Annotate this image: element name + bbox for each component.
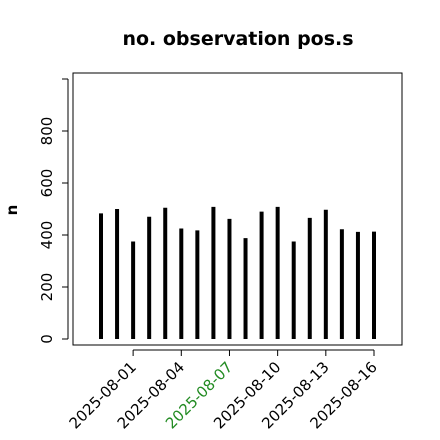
y-tick-label: 800: [38, 117, 56, 146]
y-axis-label: n: [3, 205, 21, 216]
plot-frame: [72, 72, 403, 346]
bars: [99, 206, 376, 339]
chart-title: no. observation pos.s: [122, 28, 353, 50]
y-tick-label: 200: [38, 273, 56, 302]
y-tick-label: 400: [38, 221, 56, 250]
x-axis: 2025-08-012025-08-042025-08-072025-08-10…: [66, 349, 381, 432]
y-tick-label: 0: [38, 334, 56, 344]
y-tick-label: 600: [38, 169, 56, 198]
y-axis: 0 200 400 600 800: [38, 78, 69, 344]
